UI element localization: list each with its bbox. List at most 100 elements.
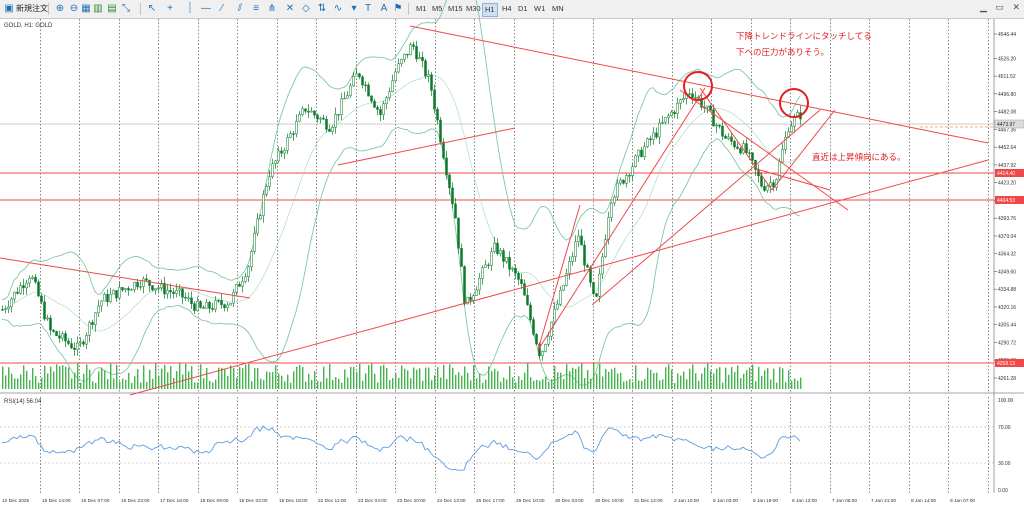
- candle-body: [115, 290, 118, 299]
- candle: [133, 281, 136, 293]
- candle-body: [724, 136, 727, 139]
- candle-body: [292, 133, 295, 135]
- arrows-icon[interactable]: ⇅: [317, 3, 327, 14]
- candle: [43, 295, 46, 321]
- candle: [757, 164, 760, 183]
- volume-bar: [665, 367, 667, 389]
- candle-body: [172, 291, 175, 294]
- candle-body: [223, 304, 226, 309]
- volume-bar: [338, 378, 340, 389]
- volume-bar: [377, 382, 379, 389]
- candle: [550, 321, 553, 341]
- line-chart-icon[interactable]: ⤡: [122, 3, 130, 14]
- volume-bar: [176, 371, 178, 389]
- candle: [292, 130, 295, 141]
- volume-bar: [530, 377, 532, 389]
- price-tick-label: 4393.76: [998, 216, 1016, 222]
- volume-bar: [152, 378, 154, 389]
- zoom-out-icon[interactable]: ⊖: [69, 3, 79, 14]
- candle-body: [451, 187, 454, 205]
- crosshair-icon[interactable]: +: [167, 3, 173, 14]
- volume-bar: [698, 380, 700, 389]
- time-label: 29 Dec 10:00: [516, 498, 545, 504]
- candle: [139, 281, 142, 291]
- new-order-icon[interactable]: ▣: [4, 3, 14, 14]
- wave-icon[interactable]: ∿: [333, 3, 343, 14]
- timeframe-m30[interactable]: M30: [466, 4, 481, 13]
- timeframe-m15[interactable]: M15: [448, 4, 463, 13]
- grid-icon[interactable]: ▦: [81, 3, 91, 14]
- candle-body: [520, 279, 523, 284]
- trendline-icon[interactable]: ⁄: [221, 3, 223, 14]
- current-price-tag: [994, 119, 1024, 129]
- timeframe-h1[interactable]: H1: [482, 3, 498, 17]
- timeframe-m5[interactable]: M5: [432, 4, 443, 13]
- candle-body: [652, 132, 655, 141]
- candle-body: [397, 63, 400, 73]
- candle-body: [13, 291, 16, 300]
- timeframe-m1[interactable]: M1: [416, 4, 427, 13]
- candle: [727, 133, 730, 141]
- candle: [25, 279, 28, 295]
- bar-chart-icon[interactable]: ▥: [93, 3, 103, 14]
- volume-bar: [245, 364, 247, 389]
- gann-icon[interactable]: ✕: [285, 3, 295, 14]
- candle: [301, 106, 304, 117]
- time-label: 30 Dec 03:00: [555, 498, 584, 504]
- shapes-icon[interactable]: ◇: [302, 3, 310, 14]
- restore-icon[interactable]: ▭: [995, 2, 1004, 12]
- candle-body: [367, 84, 370, 97]
- candle: [529, 301, 532, 323]
- price-tick-label: 4546.44: [998, 32, 1016, 38]
- close-icon[interactable]: ✕: [1012, 2, 1020, 12]
- candle: [340, 92, 343, 121]
- candle: [319, 116, 322, 124]
- text-icon[interactable]: T: [364, 3, 372, 14]
- candle: [283, 147, 286, 160]
- volume-bar: [683, 371, 685, 389]
- candle-body: [277, 150, 280, 162]
- volume-bar: [26, 370, 28, 389]
- vertical-line-icon[interactable]: ⏐: [187, 3, 193, 14]
- fibonacci-icon[interactable]: ≡: [253, 3, 259, 14]
- volume-bar: [44, 365, 46, 389]
- candle: [763, 179, 766, 193]
- candle-body: [721, 125, 724, 137]
- candle-body: [427, 74, 430, 77]
- text-label-icon[interactable]: A: [380, 3, 388, 14]
- flag-icon[interactable]: ⚑: [393, 3, 403, 14]
- candle: [238, 281, 241, 287]
- candle-body: [244, 276, 247, 282]
- timeframe-mn[interactable]: MN: [552, 4, 564, 13]
- candle-body: [217, 300, 220, 302]
- candle-body: [349, 85, 352, 96]
- volume-bar: [440, 377, 442, 389]
- minimize-icon[interactable]: ▁: [979, 2, 987, 12]
- dropdown-icon[interactable]: ▾: [351, 3, 357, 14]
- candle-body: [784, 136, 787, 150]
- candle: [667, 113, 670, 124]
- pitchfork-icon[interactable]: ⋔: [267, 3, 277, 14]
- rsi-tick-label: 100.00: [998, 398, 1014, 404]
- candle-body: [709, 105, 712, 111]
- volume-bar: [305, 381, 307, 389]
- cursor-icon[interactable]: ↖: [147, 3, 157, 14]
- candle: [274, 159, 277, 169]
- new-order-button[interactable]: 新規注文: [16, 4, 48, 13]
- time-label: 31 Dec 12:00: [634, 498, 663, 504]
- candle-body: [118, 287, 121, 299]
- candle: [250, 249, 253, 272]
- candle: [562, 284, 565, 292]
- zoom-in-icon[interactable]: ⊕: [55, 3, 65, 14]
- horizontal-line-icon[interactable]: ―: [201, 3, 211, 14]
- timeframe-h4[interactable]: H4: [502, 4, 512, 13]
- timeframe-w1[interactable]: W1: [534, 4, 546, 13]
- equidistant-channel-icon[interactable]: ⫽: [237, 3, 243, 14]
- candle-chart-icon[interactable]: ▤: [107, 3, 117, 14]
- candle: [85, 332, 88, 350]
- window-controls: ▁ ▭ ✕: [974, 2, 1020, 13]
- volume-bar: [452, 367, 454, 389]
- volume-bar: [212, 382, 214, 389]
- timeframe-d1[interactable]: D1: [518, 4, 528, 13]
